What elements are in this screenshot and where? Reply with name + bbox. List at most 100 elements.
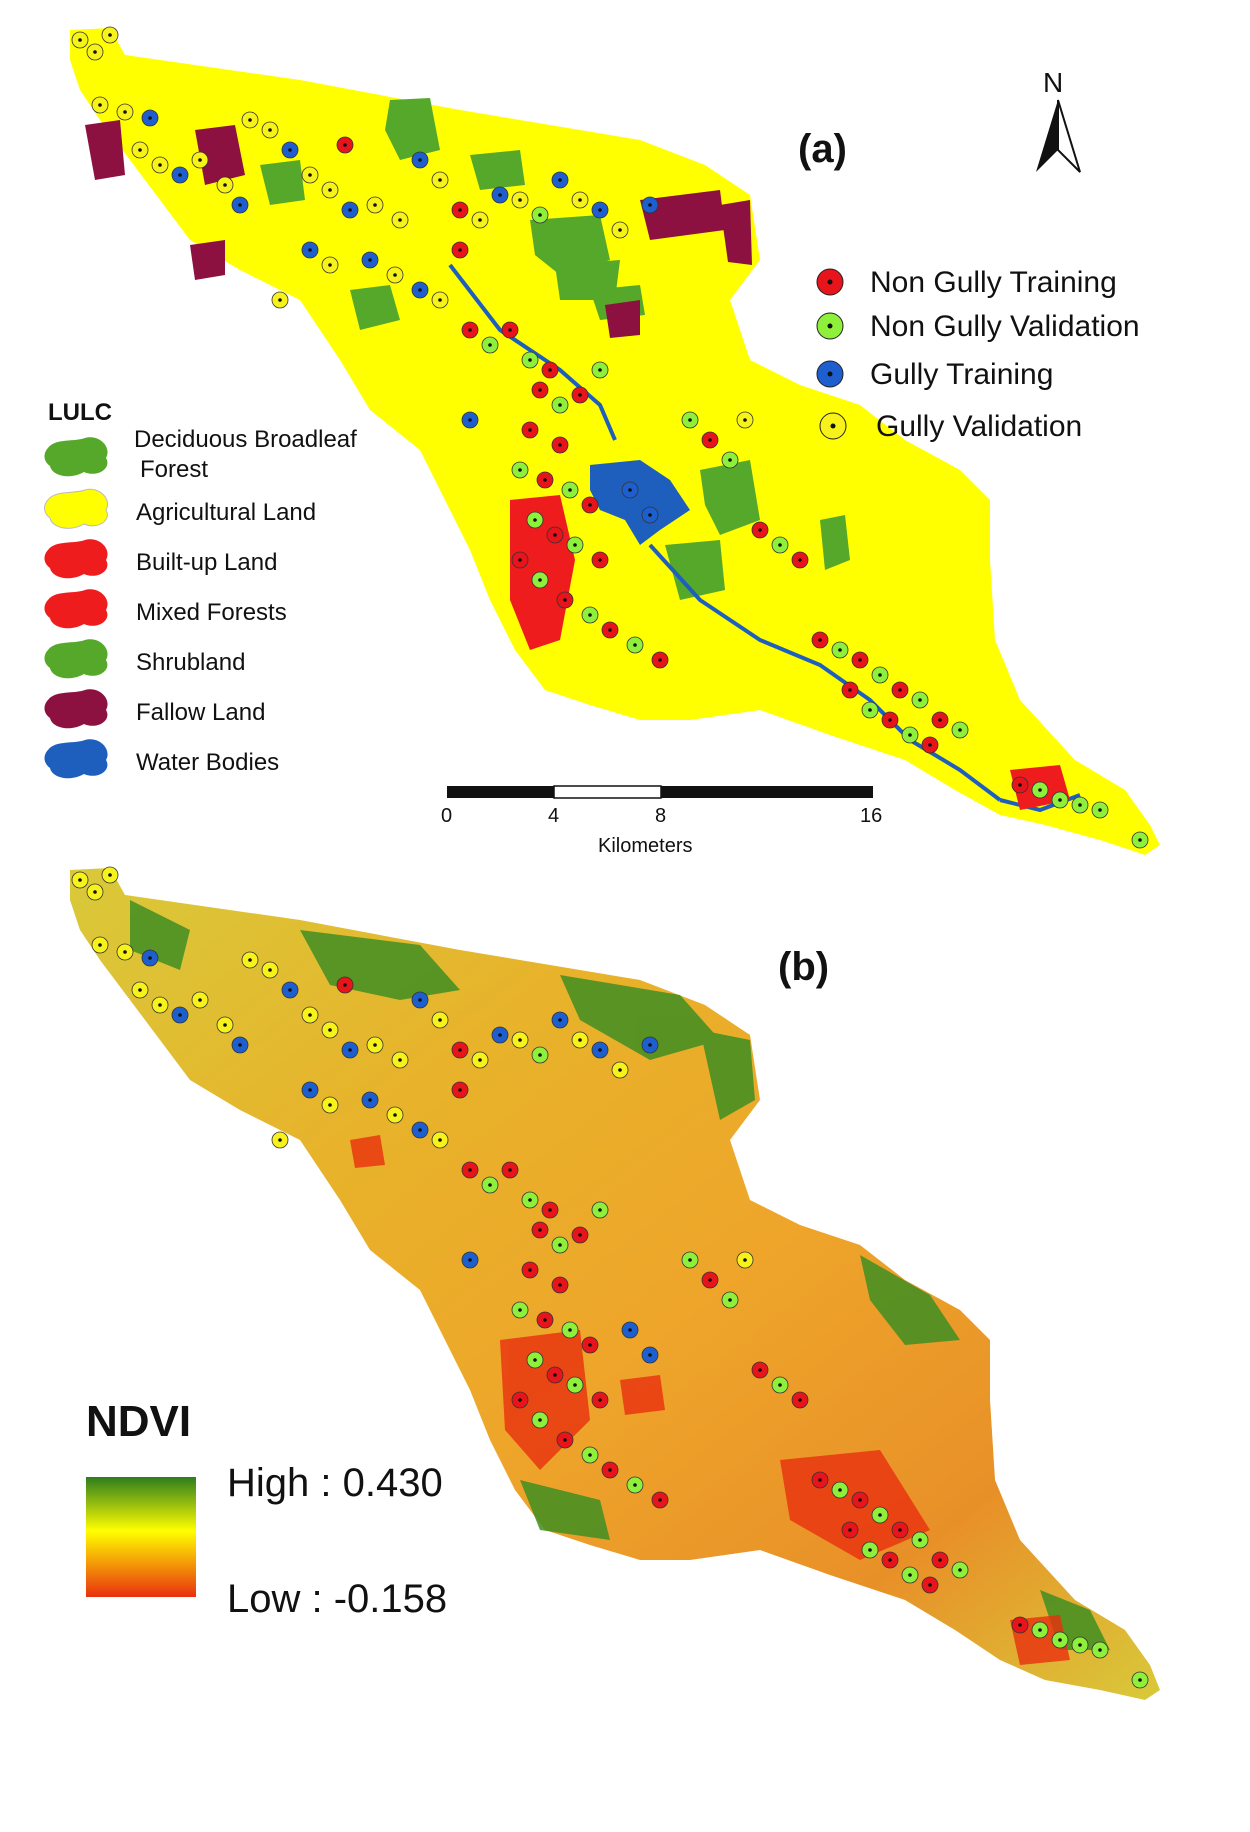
sample-point-center [98,943,102,947]
sample-point-center [878,1513,882,1517]
sample-point-center [328,1103,332,1107]
sample-point-center [238,1043,242,1047]
sample-point-center [688,1258,692,1262]
sample-point-center [1018,1623,1022,1627]
sample-point-center [498,193,502,197]
sample-point-center [598,1398,602,1402]
sample-point-center [538,213,542,217]
sample-point-center [898,1528,902,1532]
sample-point-center [778,543,782,547]
svg-text:Mixed Forests: Mixed Forests [136,599,287,626]
panel-a-points [71,26,1149,849]
sample-point-center [658,658,662,662]
sample-point-center [548,1208,552,1212]
sample-point-center [633,1483,637,1487]
sample-point-center [108,873,112,877]
scale-unit: Kilometers [598,835,692,857]
sample-point-center [938,718,942,722]
sample-point-center [248,958,252,962]
sample-point-center [598,208,602,212]
legend-item-gully-training: Gully Training [816,358,1053,391]
sample-point-center [348,208,352,212]
sample-point-center [278,298,282,302]
sample-point-center [308,1088,312,1092]
sample-point-center [538,1228,542,1232]
sample-point-center [858,1498,862,1502]
sample-point-center [573,1383,577,1387]
sample-point-center [563,598,567,602]
sample-point-center [558,403,562,407]
sample-point-center [528,358,532,362]
sample-point-center [578,198,582,202]
sample-point-center [488,1183,492,1187]
sample-point-center [518,558,522,562]
sample-point-center [1098,808,1102,812]
scale-tick-4: 4 [548,805,559,827]
sample-point-center [858,658,862,662]
sample-point-center [728,458,732,462]
sample-point-center [518,468,522,472]
svg-text:Forest: Forest [140,456,208,483]
sample-point-center [1078,1643,1082,1647]
sample-point-center [848,688,852,692]
sample-point-center [468,418,472,422]
sample-point-center [343,983,347,987]
sample-point-center [458,1048,462,1052]
sample-point-center [268,968,272,972]
sample-point-center [598,368,602,372]
sample-point-center [628,488,632,492]
sample-point-center [108,33,112,37]
sample-point-center [608,628,612,632]
sample-point-center [373,1043,377,1047]
sample-point-center [898,688,902,692]
panel-b-points [71,866,1149,1689]
sample-point-center [618,228,622,232]
sample-point-center [158,1003,162,1007]
sample-point-center [308,248,312,252]
sample-point-center [533,518,537,522]
sample-point-center [518,1038,522,1042]
sample-point-center [708,1278,712,1282]
sample-point-center [1098,1648,1102,1652]
lulc-item-deciduous-broadleaf-forest: Deciduous Broadleaf Forest [44,426,357,483]
sample-point-center [398,1058,402,1062]
sample-point-center [328,188,332,192]
sample-point-center [743,418,747,422]
svg-text:Agricultural Land: Agricultural Land [136,499,316,526]
ndvi-high-label: High : 0.430 [227,1461,443,1505]
sample-point-center [743,1258,747,1262]
sample-point-center [588,503,592,507]
sample-point-center [1038,1628,1042,1632]
sample-point-center [688,418,692,422]
sample-point-center [278,1138,282,1142]
sample-point-center [908,1573,912,1577]
fallow-land-patches [85,120,752,338]
sample-point-center [458,248,462,252]
sample-point-center [918,1538,922,1542]
sample-point-center [478,218,482,222]
sample-point-center [438,298,442,302]
sample-point-center [1138,838,1142,842]
sample-point-center [478,1058,482,1062]
ndvi-legend: NDVI High : 0.430 Low : -0.158 [86,1397,447,1621]
sample-point-center [78,878,82,882]
sample-point-center [1138,1678,1142,1682]
ndvi-title: NDVI [86,1397,191,1446]
sample-point-center [518,198,522,202]
sample-point-center [598,558,602,562]
legend-item-non-gully-validation: Non Gully Validation [816,310,1140,343]
sample-point-center [538,578,542,582]
lulc-item-built-up-land: Built-up Land [44,539,277,579]
sample-point-center [558,443,562,447]
sample-point-center [178,173,182,177]
sample-point-center [438,1018,442,1022]
sample-point-center [78,38,82,42]
sample-point-center [758,528,762,532]
north-arrow: N [1036,67,1081,173]
sample-point-center [418,288,422,292]
svg-text:Gully Validation: Gully Validation [876,410,1082,443]
sample-point-center [123,110,127,114]
sample-point-center [528,428,532,432]
sample-point-center [418,158,422,162]
scale-tick-8: 8 [655,805,666,827]
